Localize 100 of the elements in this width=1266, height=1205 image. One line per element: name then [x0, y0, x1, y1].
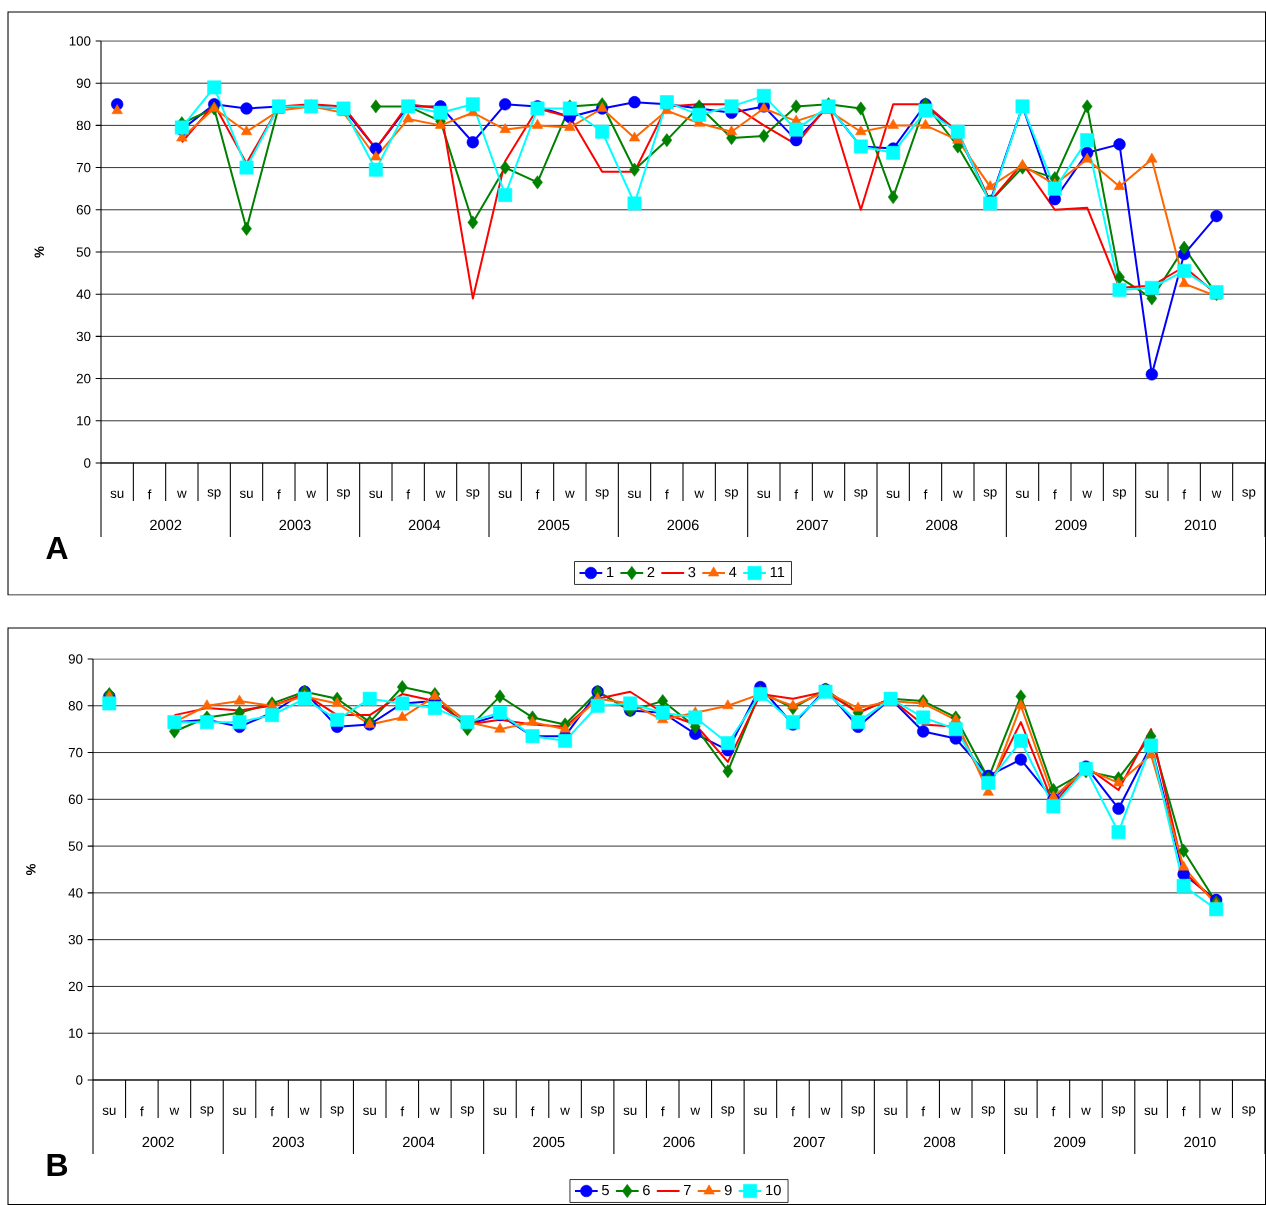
legend-label: 5: [601, 1184, 609, 1196]
x-tick-label: f: [270, 1106, 274, 1117]
x-tick-label: su: [886, 490, 900, 498]
y-tick-label: 60: [76, 205, 91, 215]
text: 2009: [1055, 519, 1087, 531]
x-tick-label: su: [623, 1107, 637, 1115]
x-tick-label: f: [1181, 1106, 1186, 1117]
y-tick-label: 70: [76, 162, 91, 173]
x-tick-label: su: [1145, 490, 1158, 498]
x-tick-label: sp: [851, 1106, 865, 1117]
x-tick-label: sp: [981, 1106, 995, 1117]
y-tick-label: 50: [76, 247, 91, 257]
y-axis-title: %: [26, 863, 36, 876]
y-tick-label: 90: [68, 654, 83, 664]
y-tick-label: 70: [68, 747, 83, 758]
y-tick-label: 30: [68, 934, 83, 945]
x-tick-label: su: [102, 1107, 116, 1115]
legend-label: 4: [729, 566, 737, 578]
x-tick-label: w: [430, 1107, 440, 1115]
x-tick-label: su: [1014, 1107, 1027, 1115]
x-tick-label: sp: [724, 489, 738, 500]
x-tick-label: f: [530, 1106, 535, 1117]
x-tick-label: su: [757, 490, 770, 498]
text: 2006: [667, 519, 699, 531]
x-tick-label: su: [493, 1107, 507, 1115]
x-tick-label: sp: [207, 489, 221, 500]
text: 2005: [538, 519, 570, 531]
x-tick-label: su: [110, 490, 124, 498]
text: 2008: [926, 519, 958, 531]
x-tick-label: f: [1182, 489, 1187, 500]
x-tick-label: w: [823, 490, 834, 498]
x-tick-label: w: [950, 1107, 961, 1115]
text: 2003: [279, 519, 311, 531]
y-tick-label: 60: [68, 794, 83, 805]
x-tick-label: w: [694, 490, 705, 498]
x-tick-label: f: [406, 489, 411, 500]
text: 2008: [923, 1136, 956, 1148]
text: 2002: [150, 519, 182, 531]
y-axis-title: %: [34, 246, 44, 258]
x-tick-label: f: [661, 1106, 665, 1117]
legend-label: 11: [770, 566, 785, 578]
x-tick-label: sp: [200, 1106, 214, 1117]
x-tick-label: f: [794, 489, 799, 500]
legend-label: 10: [766, 1184, 781, 1196]
legend-label: 9: [724, 1184, 732, 1196]
x-tick-label: f: [1053, 489, 1057, 500]
y-tick-label: 0: [76, 1075, 83, 1085]
legend-label: 2: [647, 566, 655, 578]
x-tick-label: w: [1082, 490, 1093, 498]
x-tick-label: w: [953, 490, 963, 498]
x-tick-label: f: [400, 1106, 405, 1117]
x-tick-label: f: [277, 489, 281, 500]
x-tick-label: w: [177, 490, 187, 498]
x-tick-label: su: [627, 490, 641, 498]
legend-label: 1: [607, 566, 614, 578]
x-tick-label: f: [923, 489, 928, 500]
x-tick-label: su: [1015, 490, 1029, 498]
text: 2002: [142, 1136, 174, 1148]
x-tick-label: w: [435, 490, 446, 498]
x-tick-label: w: [820, 1107, 831, 1115]
x-tick-label: f: [665, 489, 669, 500]
x-tick-label: su: [753, 1107, 767, 1115]
y-tick-label: 0: [84, 458, 91, 468]
x-tick-label: sp: [1111, 1106, 1125, 1117]
x-tick-label: sp: [854, 489, 868, 500]
x-tick-label: sp: [466, 489, 480, 500]
x-tick-label: f: [535, 489, 540, 500]
x-tick-label: sp: [336, 489, 350, 500]
legend-label: 3: [688, 566, 696, 578]
x-tick-label: su: [239, 490, 253, 498]
x-tick-label: sp: [1112, 489, 1126, 500]
text: 2007: [793, 1136, 825, 1148]
x-tick-label: f: [921, 1106, 926, 1117]
y-tick-label: 20: [68, 981, 83, 992]
x-tick-label: f: [791, 1106, 795, 1117]
x-tick-label: w: [560, 1107, 570, 1115]
text: 2004: [408, 519, 441, 531]
x-tick-label: sp: [595, 489, 609, 500]
x-tick-label: f: [1051, 1106, 1056, 1117]
x-tick-label: w: [306, 490, 317, 498]
y-tick-label: 80: [76, 120, 91, 131]
text: 2010: [1184, 519, 1217, 531]
text: 2004: [402, 1136, 435, 1148]
y-tick-label: 40: [76, 289, 91, 299]
text: 2006: [663, 1136, 695, 1148]
x-tick-label: sp: [460, 1106, 474, 1117]
x-tick-label: w: [1211, 490, 1222, 498]
x-tick-label: w: [299, 1107, 310, 1115]
text: 2003: [272, 1136, 304, 1148]
y-tick-label: 80: [68, 701, 83, 711]
y-tick-label: 90: [76, 78, 91, 88]
text: 2010: [1184, 1136, 1216, 1148]
y-tick-label: 10: [77, 416, 91, 426]
y-tick-label: 10: [69, 1028, 83, 1038]
text: 2005: [533, 1136, 565, 1148]
x-tick-label: sp: [330, 1106, 344, 1117]
x-tick-label: sp: [1242, 1106, 1256, 1117]
x-tick-label: su: [498, 490, 512, 498]
x-tick-label: su: [363, 1107, 376, 1115]
x-tick-label: sp: [983, 489, 997, 500]
